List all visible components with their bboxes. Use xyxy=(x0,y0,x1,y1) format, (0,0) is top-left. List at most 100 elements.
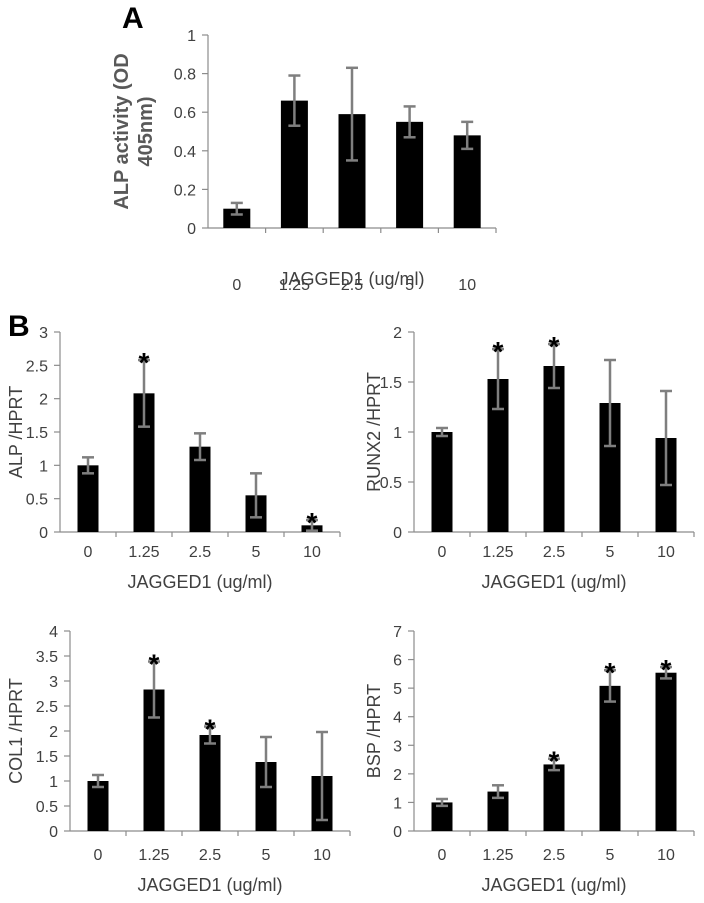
panel-label-b: B xyxy=(8,310,30,343)
y-tick-label: 4 xyxy=(393,710,402,727)
y-tick-label: 3 xyxy=(39,325,48,342)
x-tick-label: 2.5 xyxy=(189,544,211,561)
x-tick-label: 1.25 xyxy=(128,544,159,561)
y-tick-label: 1.5 xyxy=(26,425,48,442)
y-axis-title-line: COL1 /HPRT xyxy=(6,678,26,784)
y-tick-label: 0.6 xyxy=(174,105,196,122)
x-tick-label: 10 xyxy=(657,847,675,864)
y-tick-label: 7 xyxy=(393,624,402,641)
significance-star: * xyxy=(307,507,318,538)
y-tick-label: 0.5 xyxy=(380,475,402,492)
bar-0 xyxy=(431,432,453,532)
x-tick-label: 0 xyxy=(84,544,93,561)
x-tick-label: 0 xyxy=(438,847,447,864)
x-tick-label: 2.5 xyxy=(543,847,565,864)
x-axis-title: JAGGED1 (ug/ml) xyxy=(481,572,626,592)
bar-1.25 xyxy=(487,791,509,831)
y-tick-label: 2 xyxy=(393,325,402,342)
y-tick-label: 5 xyxy=(393,681,402,698)
significance-star: * xyxy=(139,347,150,378)
y-tick-label: 4 xyxy=(49,624,58,641)
x-tick-label: 2.5 xyxy=(199,847,221,864)
y-axis-title: COL1 /HPRT xyxy=(6,678,26,784)
x-tick-label: 5 xyxy=(606,847,615,864)
bar-5 xyxy=(255,762,277,831)
y-tick-label: 0.5 xyxy=(26,492,48,509)
x-tick-label: 5 xyxy=(405,277,414,294)
y-tick-label: 0.5 xyxy=(36,799,58,816)
bar-2.5 xyxy=(543,366,565,532)
bar-2.5 xyxy=(543,764,565,831)
y-axis-title: ALP /HPRT xyxy=(6,386,26,478)
y-axis-title: ALP activity (OD 405nm) xyxy=(111,53,157,209)
y-axis-title-line: ALP activity (OD xyxy=(111,53,133,209)
bar-5 xyxy=(599,403,621,532)
x-tick-label: 1.25 xyxy=(138,847,169,864)
x-tick-label: 1.25 xyxy=(482,847,513,864)
significance-star: * xyxy=(605,657,616,688)
x-tick-label: 2.5 xyxy=(543,544,565,561)
y-tick-label: 0 xyxy=(39,525,48,542)
significance-star: * xyxy=(549,746,560,777)
y-tick-label: 2.5 xyxy=(26,358,48,375)
y-tick-label: 0 xyxy=(49,824,58,841)
y-tick-label: 0.4 xyxy=(174,144,196,161)
y-axis-title-line: 405nm) xyxy=(135,96,157,166)
significance-star: * xyxy=(661,654,672,685)
bar-2.5 xyxy=(199,735,221,831)
x-tick-label: 10 xyxy=(458,277,476,294)
x-tick-label: 10 xyxy=(657,544,675,561)
x-tick-label: 0 xyxy=(94,847,103,864)
x-axis-title: JAGGED1 (ug/ml) xyxy=(127,572,272,592)
y-tick-label: 1 xyxy=(39,458,48,475)
x-tick-label: 5 xyxy=(262,847,271,864)
x-tick-label: 2.5 xyxy=(341,277,363,294)
y-tick-label: 1 xyxy=(187,28,196,45)
significance-star: * xyxy=(149,649,160,680)
y-tick-label: 3.5 xyxy=(36,649,58,666)
bar-10 xyxy=(453,135,481,228)
y-tick-label: 3 xyxy=(393,738,402,755)
bar-1.25 xyxy=(143,689,165,831)
x-tick-label: 10 xyxy=(303,544,321,561)
y-axis-title-line: ALP /HPRT xyxy=(6,386,26,478)
x-axis-title: JAGGED1 (ug/ml) xyxy=(137,875,282,895)
x-tick-label: 1.25 xyxy=(279,277,310,294)
bar-5 xyxy=(599,685,621,831)
x-tick-label: 5 xyxy=(606,544,615,561)
x-tick-label: 0 xyxy=(232,277,241,294)
significance-star: * xyxy=(493,336,504,367)
y-tick-label: 1 xyxy=(49,774,58,791)
bar-0 xyxy=(223,208,251,228)
y-tick-label: 2 xyxy=(39,392,48,409)
y-axis-title: RUNX2 /HPRT xyxy=(364,372,384,492)
bar-0 xyxy=(431,802,453,831)
y-axis-title-line: BSP /HPRT xyxy=(364,684,384,778)
bar-1.25 xyxy=(487,379,509,532)
panel-label-a: A xyxy=(122,2,144,35)
x-tick-label: 0 xyxy=(438,544,447,561)
y-tick-label: 6 xyxy=(393,653,402,670)
bar-0 xyxy=(77,465,99,532)
significance-star: * xyxy=(205,714,216,745)
y-tick-label: 2 xyxy=(393,767,402,784)
x-tick-label: 5 xyxy=(252,544,261,561)
x-axis-title: JAGGED1 (ug/ml) xyxy=(279,269,424,289)
y-tick-label: 1 xyxy=(393,795,402,812)
y-tick-label: 0 xyxy=(187,221,196,238)
x-tick-label: 10 xyxy=(313,847,331,864)
y-tick-label: 0.8 xyxy=(174,67,196,84)
y-tick-label: 2 xyxy=(49,724,58,741)
y-tick-label: 0 xyxy=(393,824,402,841)
significance-star: * xyxy=(549,331,560,362)
bar-5 xyxy=(396,121,424,228)
y-tick-label: 1.5 xyxy=(36,749,58,766)
bar-10 xyxy=(655,672,677,831)
y-tick-label: 1.5 xyxy=(380,375,402,392)
x-axis-title: JAGGED1 (ug/ml) xyxy=(481,875,626,895)
bar-0 xyxy=(87,781,109,831)
